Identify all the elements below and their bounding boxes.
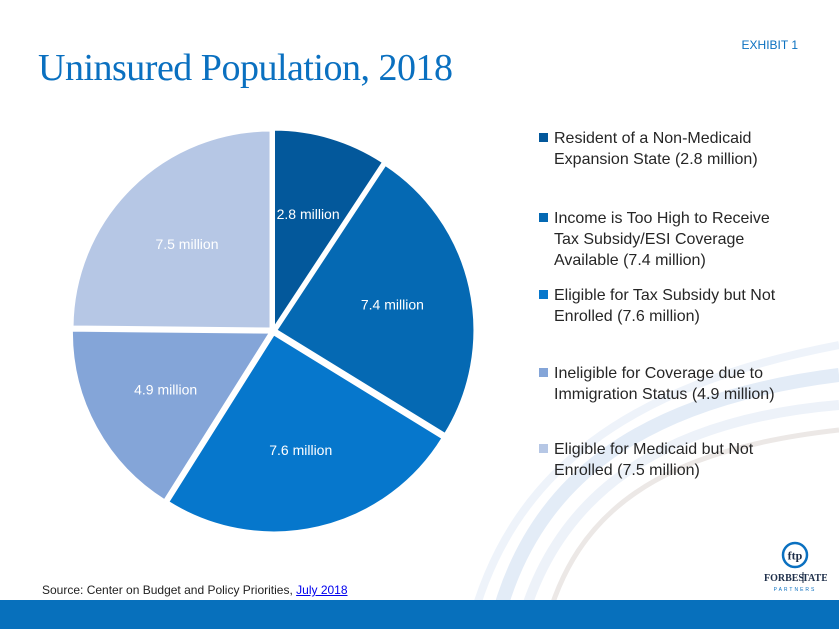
pie-data-label: 7.6 million (269, 442, 332, 458)
background-arc (515, 400, 839, 629)
pie-data-label: 7.4 million (361, 296, 424, 312)
legend-text: Tax Subsidy/ESI Coverage (554, 231, 745, 248)
legend-item: Eligible for Tax Subsidy but Not Enrolled… (538, 285, 828, 327)
legend-item: Eligible for Medicaid but Not Enrolled (7… (538, 439, 828, 481)
background-arc (542, 427, 839, 629)
legend-text: Resident of a Non-Medicaid (554, 130, 752, 147)
forbes-tate-logo: ftp FORBES TATE PARTNERS (764, 541, 827, 593)
legend-text: Available (7.4 million) (554, 252, 706, 269)
logo-name-right: TATE (802, 573, 827, 584)
logo-ring-icon (781, 541, 809, 569)
background-arc (488, 368, 839, 629)
legend-text: Income is Too High to Receive (554, 210, 770, 227)
footer-bar (0, 600, 839, 629)
legend-text: Ineligible for Coverage due to (554, 365, 764, 382)
legend-item: Resident of a Non-Medicaid Expansion Stat… (538, 128, 828, 170)
background-arc (466, 341, 839, 629)
logo-name-left: FORBES (764, 573, 804, 584)
legend-item: Income is Too High to Receive Tax Subsidy… (538, 208, 828, 271)
legend-text: Eligible for Medicaid but Not (554, 441, 754, 458)
legend-text: Enrolled (7.5 million) (554, 462, 700, 479)
pie-slice (275, 163, 476, 436)
page-title: Uninsured Population, 2018 (38, 47, 453, 89)
logo-sub: PARTNERS (774, 587, 817, 593)
exhibit-label: EXHIBIT 1 (741, 38, 798, 52)
legend-swatch-icon (539, 213, 548, 222)
legend-swatch-icon (539, 133, 548, 142)
legend-text: Eligible for Tax Subsidy but Not (554, 287, 776, 304)
source-text: Source: Center on Budget and Policy Prio… (42, 583, 297, 597)
pie-data-label: 2.8 million (277, 206, 340, 222)
pie-slice (70, 329, 272, 502)
legend-text: Expansion State (2.8 million) (554, 151, 758, 168)
logo-monogram: ftp (788, 549, 803, 563)
pie-slice (273, 128, 385, 331)
pie-slice (71, 129, 272, 330)
legend-item: Ineligible for Coverage due to Immigratio… (538, 363, 828, 405)
pie-slice (166, 333, 444, 534)
source-note: Source: Center on Budget and Policy Prio… (42, 583, 348, 597)
legend-text: Immigration Status (4.9 million) (554, 386, 775, 403)
legend-swatch-icon (539, 368, 548, 377)
source-link[interactable]: July 2018 (296, 583, 348, 597)
legend-text: Enrolled (7.6 million) (554, 308, 700, 325)
pie-data-label: 7.5 million (155, 236, 218, 252)
pie-data-label: 4.9 million (134, 382, 197, 398)
legend-swatch-icon (539, 290, 548, 299)
legend-swatch-icon (539, 444, 548, 453)
